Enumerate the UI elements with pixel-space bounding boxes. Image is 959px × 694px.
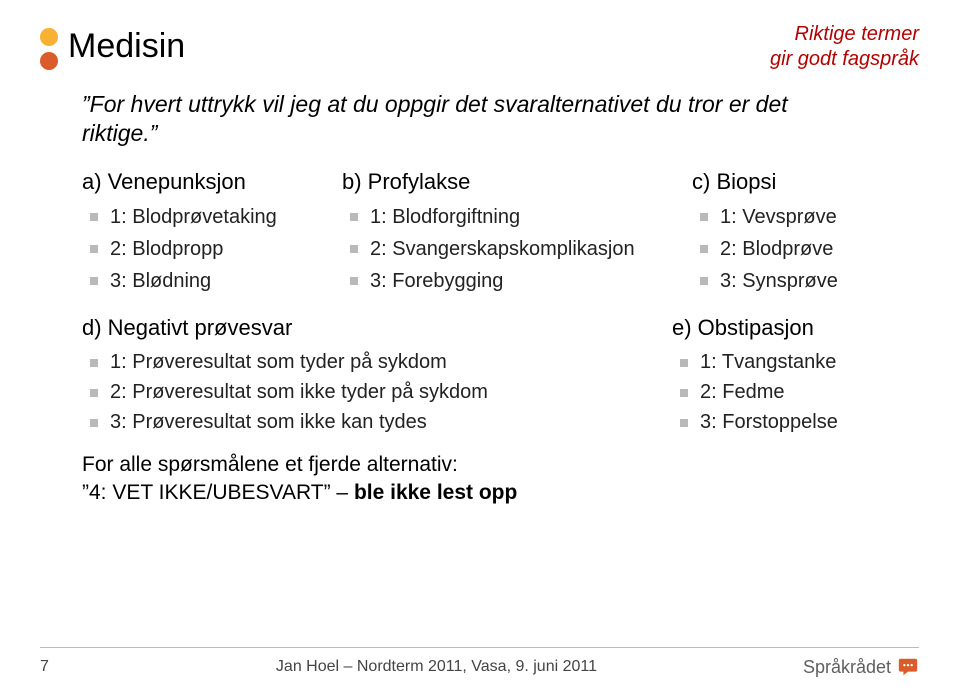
list-item: 1: Prøveresultat som tyder på sykdom xyxy=(90,347,642,377)
tagline-line1: Riktige termer xyxy=(770,22,919,47)
list-item: 1: Blodforgiftning xyxy=(350,201,662,233)
group-b-options: 1: Blodforgiftning 2: Svangerskapskompli… xyxy=(342,201,662,297)
logo: Språkrådet xyxy=(803,656,919,678)
slide: Medisin Riktige termer gir godt fagspråk… xyxy=(0,0,959,694)
columns-row1: a) Venepunksjon 1: Blodprøvetaking 2: Bl… xyxy=(82,169,919,297)
list-item: 3: Prøveresultat som ikke kan tydes xyxy=(90,407,642,437)
list-item: 2: Svangerskapskomplikasjon xyxy=(350,233,662,265)
dot-bottom-icon xyxy=(40,52,58,70)
list-item: 2: Blodpropp xyxy=(90,233,312,265)
closing-line1: For alle spørsmålene et fjerde alternati… xyxy=(82,451,919,479)
group-d-options: 1: Prøveresultat som tyder på sykdom 2: … xyxy=(82,347,642,437)
group-b: b) Profylakse 1: Blodforgiftning 2: Svan… xyxy=(342,169,662,297)
closing-bold: ble ikke lest opp xyxy=(354,481,517,504)
tagline-line2: gir godt fagspråk xyxy=(770,47,919,72)
group-a-options: 1: Blodprøvetaking 2: Blodpropp 3: Blødn… xyxy=(82,201,312,297)
columns-row2: d) Negativt prøvesvar 1: Prøveresultat s… xyxy=(82,315,919,437)
list-item: 1: Tvangstanke xyxy=(680,347,892,377)
slide-title: Medisin xyxy=(68,27,185,66)
logo-text: Språkrådet xyxy=(803,657,891,678)
dot-top-icon xyxy=(40,28,58,46)
list-item: 1: Vevsprøve xyxy=(700,201,892,233)
title-dots-icon xyxy=(40,28,58,70)
intro-text: ”For hvert uttrykk vil jeg at du oppgir … xyxy=(82,90,802,149)
tagline: Riktige termer gir godt fagspråk xyxy=(770,22,919,72)
group-e-label: e) Obstipasjon xyxy=(672,315,892,341)
speech-bubble-icon xyxy=(897,656,919,678)
group-c-options: 1: Vevsprøve 2: Blodprøve 3: Synsprøve xyxy=(692,201,892,297)
group-e-options: 1: Tvangstanke 2: Fedme 3: Forstoppelse xyxy=(672,347,892,437)
group-d: d) Negativt prøvesvar 1: Prøveresultat s… xyxy=(82,315,642,437)
list-item: 3: Synsprøve xyxy=(700,265,892,297)
group-a-label: a) Venepunksjon xyxy=(82,169,312,195)
group-a: a) Venepunksjon 1: Blodprøvetaking 2: Bl… xyxy=(82,169,312,297)
title-wrap: Medisin xyxy=(40,22,185,70)
list-item: 2: Blodprøve xyxy=(700,233,892,265)
list-item: 2: Fedme xyxy=(680,377,892,407)
group-c: c) Biopsi 1: Vevsprøve 2: Blodprøve 3: S… xyxy=(692,169,892,297)
group-c-label: c) Biopsi xyxy=(692,169,892,195)
list-item: 3: Forebygging xyxy=(350,265,662,297)
closing-line2: ”4: VET IKKE/UBESVART” – ble ikke lest o… xyxy=(82,479,919,507)
group-e: e) Obstipasjon 1: Tvangstanke 2: Fedme 3… xyxy=(672,315,892,437)
closing-text: For alle spørsmålene et fjerde alternati… xyxy=(82,451,919,508)
group-b-label: b) Profylakse xyxy=(342,169,662,195)
list-item: 3: Forstoppelse xyxy=(680,407,892,437)
list-item: 1: Blodprøvetaking xyxy=(90,201,312,233)
list-item: 3: Blødning xyxy=(90,265,312,297)
group-d-label: d) Negativt prøvesvar xyxy=(82,315,642,341)
header-row: Medisin Riktige termer gir godt fagspråk xyxy=(40,22,919,72)
footer-text: Jan Hoel – Nordterm 2011, Vasa, 9. juni … xyxy=(70,658,803,676)
list-item: 2: Prøveresultat som ikke tyder på sykdo… xyxy=(90,377,642,407)
page-number: 7 xyxy=(40,658,70,676)
footer: 7 Jan Hoel – Nordterm 2011, Vasa, 9. jun… xyxy=(40,647,919,678)
